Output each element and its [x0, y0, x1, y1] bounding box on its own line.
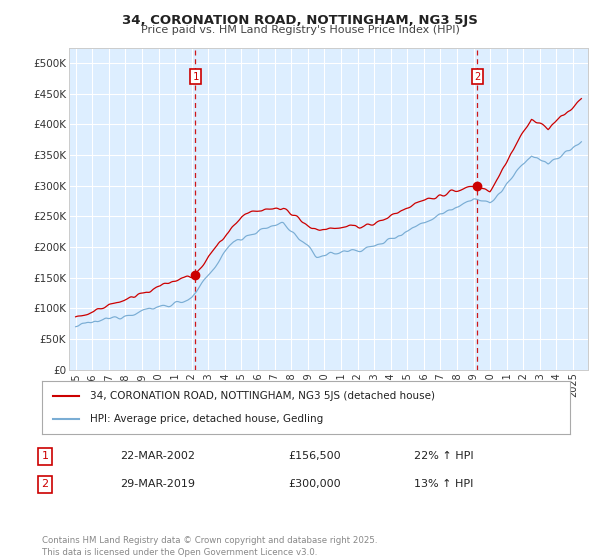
Text: 1: 1: [41, 451, 49, 461]
Text: £156,500: £156,500: [288, 451, 341, 461]
Text: 22% ↑ HPI: 22% ↑ HPI: [414, 451, 473, 461]
Text: Price paid vs. HM Land Registry's House Price Index (HPI): Price paid vs. HM Land Registry's House …: [140, 25, 460, 35]
Text: 34, CORONATION ROAD, NOTTINGHAM, NG3 5JS: 34, CORONATION ROAD, NOTTINGHAM, NG3 5JS: [122, 14, 478, 27]
Text: 29-MAR-2019: 29-MAR-2019: [120, 479, 195, 489]
Text: 22-MAR-2002: 22-MAR-2002: [120, 451, 195, 461]
Text: Contains HM Land Registry data © Crown copyright and database right 2025.
This d: Contains HM Land Registry data © Crown c…: [42, 536, 377, 557]
Text: 2: 2: [474, 72, 481, 82]
Text: HPI: Average price, detached house, Gedling: HPI: Average price, detached house, Gedl…: [89, 414, 323, 424]
Text: 34, CORONATION ROAD, NOTTINGHAM, NG3 5JS (detached house): 34, CORONATION ROAD, NOTTINGHAM, NG3 5JS…: [89, 391, 434, 401]
Text: £300,000: £300,000: [288, 479, 341, 489]
Text: 13% ↑ HPI: 13% ↑ HPI: [414, 479, 473, 489]
Text: 2: 2: [41, 479, 49, 489]
Text: 1: 1: [192, 72, 199, 82]
